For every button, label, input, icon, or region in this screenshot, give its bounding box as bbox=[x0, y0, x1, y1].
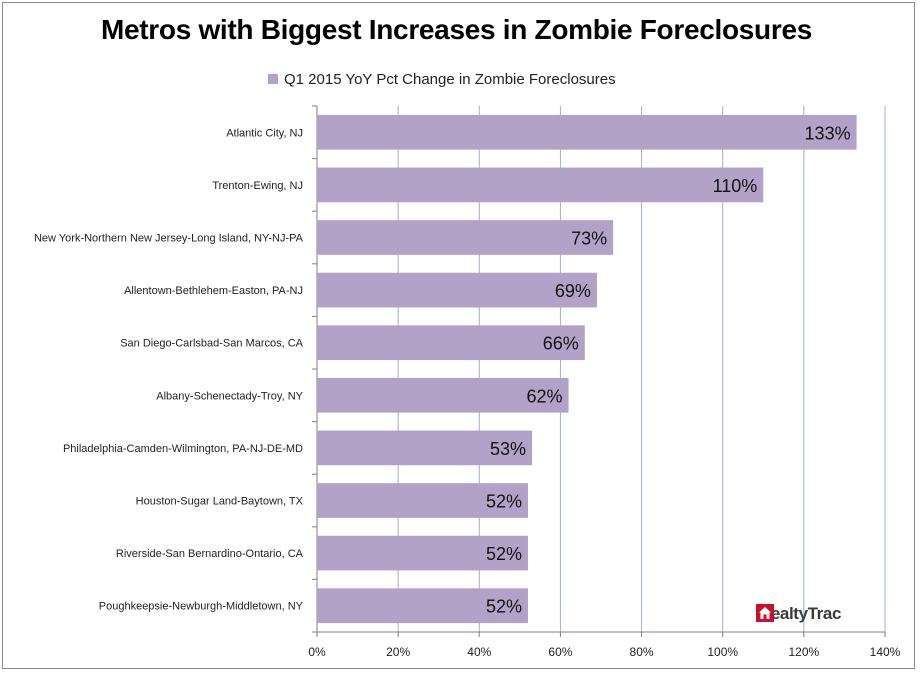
legend-swatch bbox=[268, 74, 278, 84]
chart-legend: Q1 2015 YoY Pct Change in Zombie Foreclo… bbox=[268, 70, 616, 88]
bar bbox=[317, 325, 585, 361]
realtytrac-logo: RealtyTrac bbox=[756, 604, 841, 624]
bar bbox=[317, 535, 528, 571]
data-label: 52% bbox=[486, 544, 522, 564]
data-label: 133% bbox=[805, 123, 851, 143]
x-tick-label: 60% bbox=[548, 645, 572, 659]
bar bbox=[317, 114, 857, 150]
logo-text: RealtyTrac bbox=[759, 604, 841, 623]
bar bbox=[317, 483, 528, 518]
data-label: 110% bbox=[713, 176, 758, 196]
category-label: Riverside-San Bernardino-Ontario, CA bbox=[116, 548, 304, 560]
x-tick-label: 0% bbox=[308, 645, 326, 659]
bar bbox=[317, 430, 533, 466]
data-label: 73% bbox=[571, 229, 607, 249]
x-tick-label: 100% bbox=[707, 645, 738, 659]
bar bbox=[317, 588, 528, 624]
data-label: 53% bbox=[490, 439, 526, 459]
house-icon bbox=[756, 604, 774, 622]
x-tick-label: 40% bbox=[467, 645, 491, 659]
category-label: Poughkeepsie-Newburgh-Middletown, NY bbox=[99, 601, 304, 613]
data-label: 66% bbox=[543, 334, 579, 354]
data-label: 62% bbox=[527, 386, 563, 406]
bar bbox=[317, 167, 764, 203]
category-label: Allentown-Bethlehem-Easton, PA-NJ bbox=[124, 285, 303, 297]
x-tick-label: 140% bbox=[870, 645, 901, 659]
category-label: Philadelphia-Camden-Wilmington, PA-NJ-DE… bbox=[63, 443, 303, 455]
category-label: Albany-Schenectady-Troy, NY bbox=[156, 390, 303, 402]
data-label: 52% bbox=[486, 597, 522, 617]
category-label: Trenton-Ewing, NJ bbox=[212, 180, 303, 192]
data-label: 52% bbox=[486, 492, 522, 512]
x-tick-label: 80% bbox=[630, 645, 654, 659]
bar bbox=[317, 272, 597, 308]
legend-label: Q1 2015 YoY Pct Change in Zombie Foreclo… bbox=[284, 70, 616, 88]
chart-title: Metros with Biggest Increases in Zombie … bbox=[100, 14, 813, 45]
category-label: Houston-Sugar Land-Baytown, TX bbox=[136, 496, 304, 508]
category-label: San Diego-Carlsbad-San Marcos, CA bbox=[120, 338, 303, 350]
category-label: Atlantic City, NJ bbox=[226, 127, 303, 139]
bar bbox=[317, 377, 569, 413]
category-label: New York-Northern New Jersey-Long Island… bbox=[34, 233, 304, 245]
data-label: 69% bbox=[555, 281, 591, 301]
bar bbox=[317, 220, 614, 255]
x-tick-label: 20% bbox=[386, 645, 410, 659]
x-tick-label: 120% bbox=[789, 645, 820, 659]
